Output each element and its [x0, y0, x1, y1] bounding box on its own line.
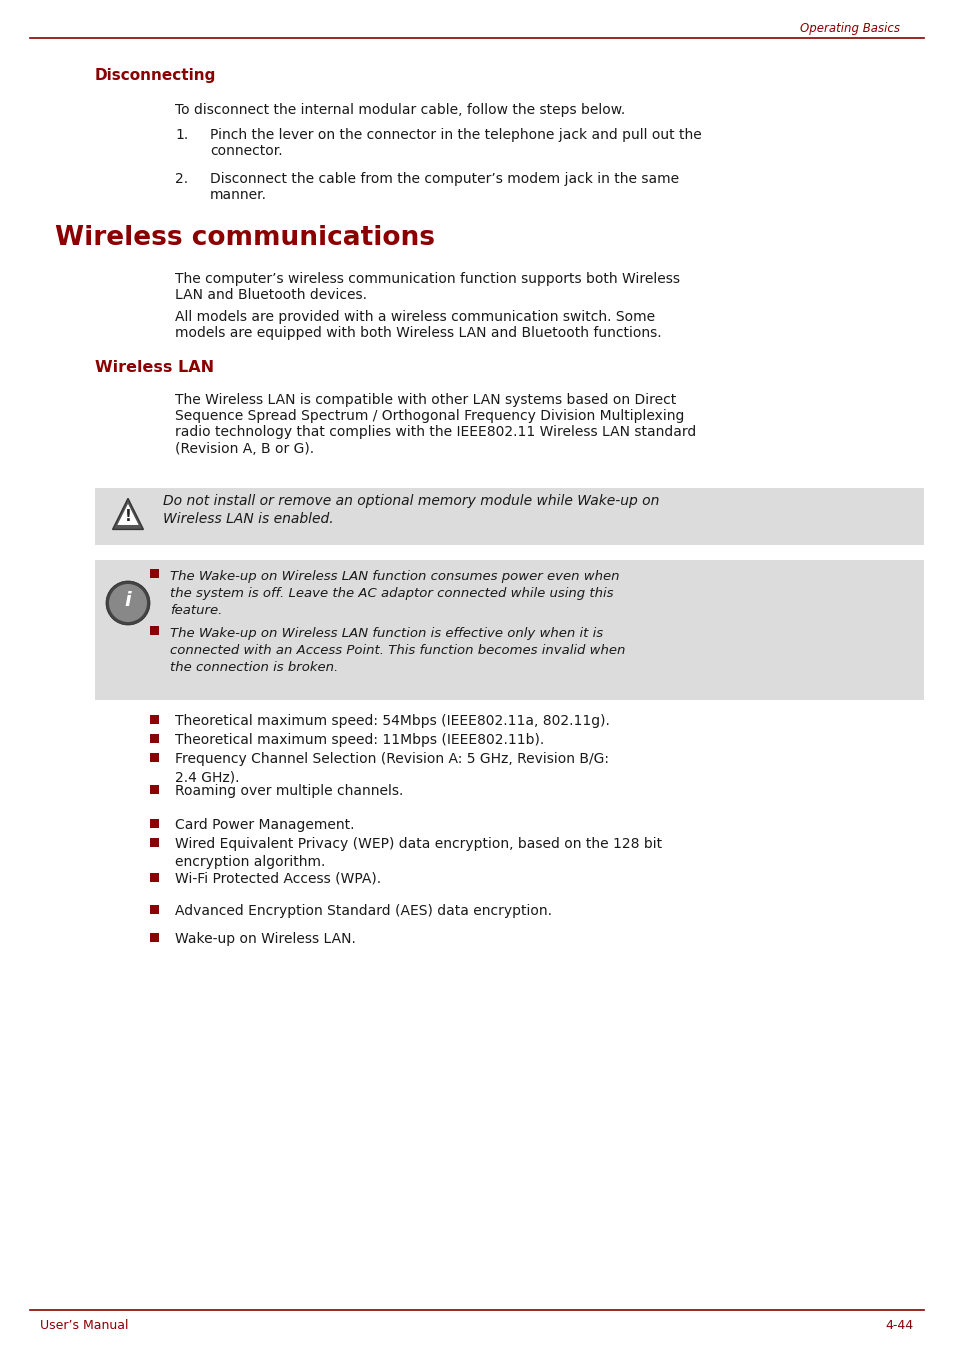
- Text: Wireless LAN: Wireless LAN: [95, 359, 213, 376]
- FancyBboxPatch shape: [151, 838, 159, 847]
- FancyBboxPatch shape: [151, 785, 159, 793]
- FancyBboxPatch shape: [95, 561, 923, 700]
- Text: Roaming over multiple channels.: Roaming over multiple channels.: [174, 784, 403, 798]
- Text: Wi-Fi Protected Access (WPA).: Wi-Fi Protected Access (WPA).: [174, 871, 381, 886]
- Text: Operating Basics: Operating Basics: [800, 22, 899, 35]
- Text: The Wake-up on Wireless LAN function consumes power even when
the system is off.: The Wake-up on Wireless LAN function con…: [170, 570, 618, 617]
- FancyBboxPatch shape: [151, 905, 159, 913]
- Text: 2.: 2.: [174, 172, 188, 186]
- Text: The Wake-up on Wireless LAN function is effective only when it is
connected with: The Wake-up on Wireless LAN function is …: [170, 627, 625, 674]
- Text: Theoretical maximum speed: 11Mbps (IEEE802.11b).: Theoretical maximum speed: 11Mbps (IEEE8…: [174, 734, 543, 747]
- FancyBboxPatch shape: [151, 819, 159, 828]
- FancyBboxPatch shape: [151, 932, 159, 942]
- Text: 4-44: 4-44: [885, 1319, 913, 1332]
- Text: The computer’s wireless communication function supports both Wireless
LAN and Bl: The computer’s wireless communication fu…: [174, 272, 679, 303]
- Text: Advanced Encryption Standard (AES) data encryption.: Advanced Encryption Standard (AES) data …: [174, 904, 552, 917]
- FancyBboxPatch shape: [151, 715, 159, 724]
- Text: All models are provided with a wireless communication switch. Some
models are eq: All models are provided with a wireless …: [174, 309, 661, 340]
- Text: Do not install or remove an optional memory module while Wake-up on
Wireless LAN: Do not install or remove an optional mem…: [163, 494, 659, 527]
- Polygon shape: [112, 499, 143, 530]
- Text: The Wireless LAN is compatible with other LAN systems based on Direct
Sequence S: The Wireless LAN is compatible with othe…: [174, 393, 696, 455]
- FancyBboxPatch shape: [151, 626, 159, 635]
- Text: 1.: 1.: [174, 128, 188, 142]
- Polygon shape: [117, 504, 138, 526]
- Text: !: !: [125, 509, 132, 524]
- FancyBboxPatch shape: [95, 488, 923, 544]
- Text: To disconnect the internal modular cable, follow the steps below.: To disconnect the internal modular cable…: [174, 103, 624, 118]
- Circle shape: [109, 584, 147, 621]
- Text: i: i: [125, 592, 132, 611]
- Text: Pinch the lever on the connector in the telephone jack and pull out the
connecto: Pinch the lever on the connector in the …: [210, 128, 701, 158]
- FancyBboxPatch shape: [151, 734, 159, 743]
- Text: Disconnecting: Disconnecting: [95, 68, 216, 82]
- Text: Wireless communications: Wireless communications: [55, 226, 435, 251]
- FancyBboxPatch shape: [151, 753, 159, 762]
- FancyBboxPatch shape: [151, 873, 159, 881]
- Text: Card Power Management.: Card Power Management.: [174, 817, 355, 832]
- Text: Wake-up on Wireless LAN.: Wake-up on Wireless LAN.: [174, 932, 355, 946]
- Text: User’s Manual: User’s Manual: [40, 1319, 129, 1332]
- Text: Theoretical maximum speed: 54Mbps (IEEE802.11a, 802.11g).: Theoretical maximum speed: 54Mbps (IEEE8…: [174, 713, 609, 728]
- FancyBboxPatch shape: [151, 569, 159, 577]
- Circle shape: [106, 581, 150, 626]
- Text: Frequency Channel Selection (Revision A: 5 GHz, Revision B/G:
2.4 GHz).: Frequency Channel Selection (Revision A:…: [174, 753, 608, 785]
- Text: Disconnect the cable from the computer’s modem jack in the same
manner.: Disconnect the cable from the computer’s…: [210, 172, 679, 203]
- Text: Wired Equivalent Privacy (WEP) data encryption, based on the 128 bit
encryption : Wired Equivalent Privacy (WEP) data encr…: [174, 838, 661, 870]
